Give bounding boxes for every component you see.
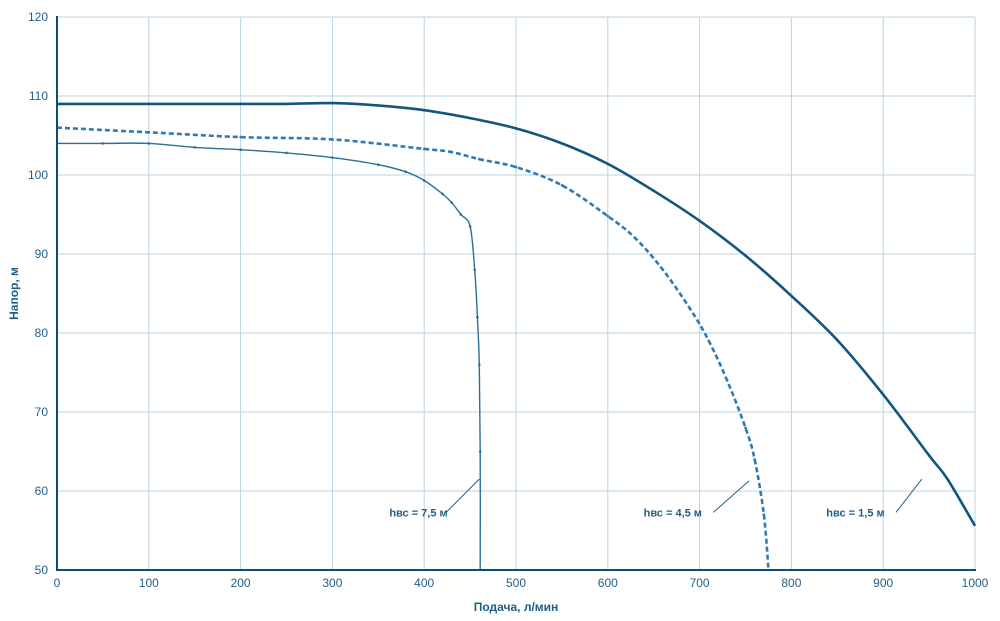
x-tick-label: 300 [322,576,342,590]
data-point [468,225,472,228]
data-point [927,454,931,457]
data-point [285,102,288,106]
data-point [147,142,151,145]
data-point [477,363,481,366]
data-point [377,104,380,107]
data-point [689,308,692,311]
data-point [450,150,454,154]
x-tick-label: 600 [598,576,618,590]
data-point [404,170,408,174]
series-line-1 [56,101,977,527]
data-point [477,157,481,161]
data-point [239,148,242,152]
y-tick-label: 70 [35,405,49,419]
y-tick-label: 100 [28,168,48,182]
data-point [753,458,756,461]
grid [57,16,976,570]
data-point [239,135,242,139]
data-point [698,219,701,223]
x-tick-label: 200 [231,576,251,590]
data-point [634,236,637,240]
data-point [422,147,426,151]
data-point [725,379,729,382]
data-point [661,268,665,272]
data-point [836,338,839,342]
x-tick-label: 0 [54,576,61,590]
x-tick-label: 1000 [962,576,989,590]
x-tick-label: 700 [690,576,710,590]
data-point [193,146,196,149]
data-point [459,213,463,216]
series-line-3 [57,142,481,571]
data-point [147,102,151,106]
data-point [560,142,564,145]
leader-line-2 [713,480,750,513]
y-tick-label: 80 [35,326,49,340]
y-tick-label: 50 [35,563,49,577]
data-point [707,339,711,343]
data-point [331,138,334,141]
data-point [473,268,476,272]
x-tick-label: 900 [873,576,893,590]
axes [56,16,976,571]
x-tick-label: 400 [414,576,434,590]
series-line-2 [56,126,770,571]
data-point [422,179,426,182]
data-point [762,513,766,516]
y-tick-label: 120 [28,10,48,24]
data-point [478,450,482,453]
data-point [450,201,454,204]
data-point [881,393,885,396]
data-point [744,426,747,430]
data-point [476,315,479,319]
data-point [946,477,949,481]
data-point [606,162,610,166]
y-tick-label: 110 [29,89,48,103]
data-point [377,163,380,167]
annotations: hвс = 7,5 м hвс = 4,5 м hвс = 1,5 м [389,478,923,519]
data-point [652,189,655,193]
data-point [744,254,747,257]
leader-line-1 [445,478,480,513]
y-tick-label: 60 [35,484,49,498]
data-point [422,108,426,112]
y-tick-label: 90 [35,247,49,261]
data-point [560,183,564,187]
series-label-1: hвс = 7,5 м [389,507,447,519]
data-point [285,151,288,155]
data-point [790,294,793,298]
data-point [331,156,334,159]
data-point [514,165,518,169]
data-point [606,214,610,218]
x-tick-label: 800 [781,576,801,590]
series-label-3: hвс = 1,5 м [826,507,884,519]
data-point [101,142,105,145]
y-axis-title: Напор, м [7,267,21,320]
x-tick-label: 100 [139,576,159,590]
x-tick-label: 500 [506,576,526,590]
data-point [147,131,151,134]
data-point [441,192,444,196]
tick-labels: 0 100 200 300 400 500 600 700 800 900 1000 50 60 70 80… [28,10,989,590]
series-lines [56,101,977,571]
series-label-2: hвс = 4,5 м [644,507,702,519]
data-point [514,127,518,130]
data-point [239,102,242,106]
leader-line-3 [895,478,923,513]
data-point [468,116,472,120]
x-axis-title: Подача, л/мин [474,600,559,614]
data-point [331,101,334,105]
